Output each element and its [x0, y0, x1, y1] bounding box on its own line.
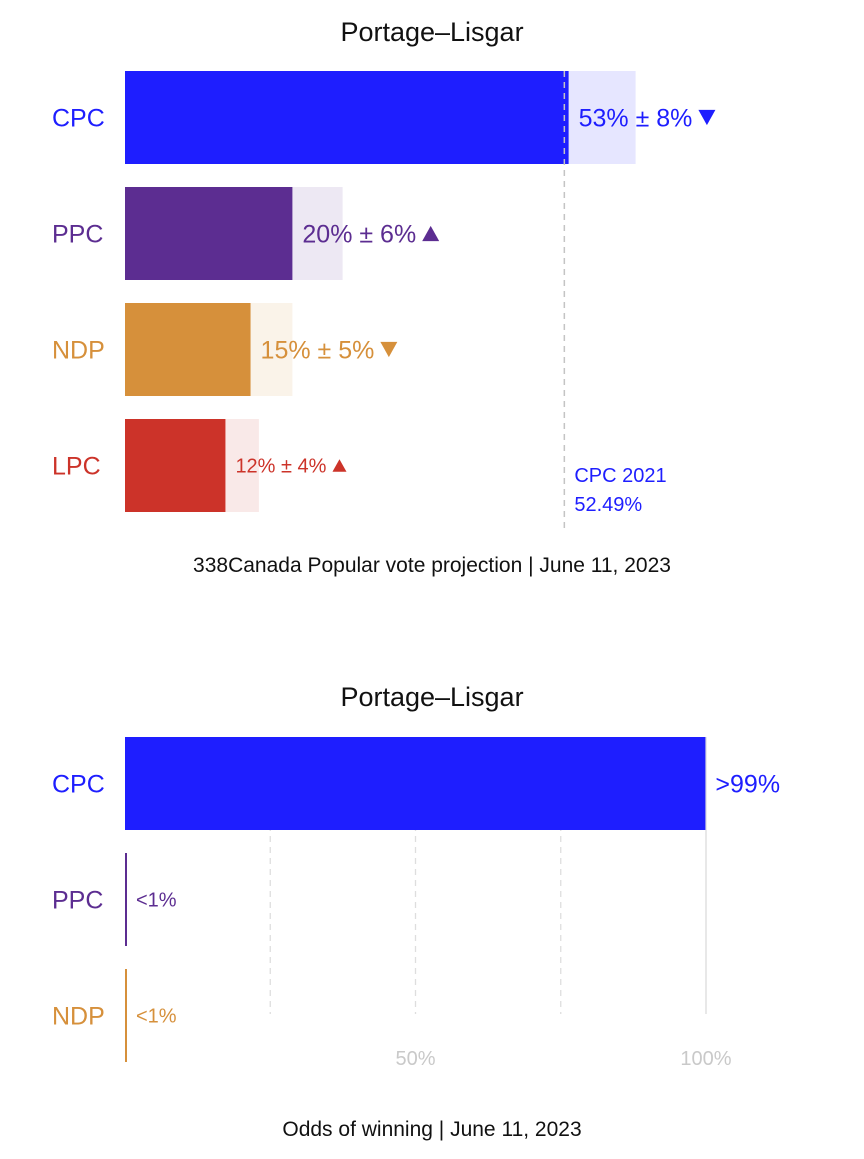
- value-label: <1%: [136, 890, 177, 912]
- reference-label: CPC 2021: [574, 465, 666, 487]
- value-label: 12% ± 4%: [235, 456, 326, 478]
- trend-up-icon: [422, 225, 440, 242]
- bar: [125, 969, 127, 1062]
- odds-svg: Portage–Lisgar 50% 100% CPC >99% PPC <1% NDP <1…: [52, 682, 780, 1141]
- trend-down-icon: [698, 109, 716, 126]
- bar: [125, 187, 293, 280]
- trend-up-icon: [332, 459, 347, 472]
- trend-down-icon: [380, 341, 398, 358]
- bar: [125, 71, 569, 164]
- party-label: LPC: [52, 453, 101, 481]
- chart-footer: Odds of winning | June 11, 2023: [282, 1118, 581, 1141]
- chart-footer: 338Canada Popular vote projection | June…: [193, 554, 671, 577]
- chart-title: Portage–Lisgar: [340, 17, 523, 47]
- reference-value: 52.49%: [574, 494, 642, 516]
- bar: [125, 853, 127, 946]
- party-label: PPC: [52, 221, 103, 249]
- party-label: PPC: [52, 887, 103, 915]
- popular-vote-svg: Portage–Lisgar CPC 53% ± 8% PPC 20% ± 6% NDP…: [52, 17, 716, 577]
- bar: [125, 303, 251, 396]
- tick-label: 50%: [395, 1048, 435, 1070]
- party-label: CPC: [52, 771, 105, 799]
- bar: [125, 737, 706, 830]
- bar: [125, 419, 226, 512]
- chart-title: Portage–Lisgar: [340, 682, 523, 712]
- value-label: 20% ± 6%: [302, 221, 416, 249]
- value-label: <1%: [136, 1006, 177, 1028]
- party-label: NDP: [52, 1003, 105, 1031]
- party-label: NDP: [52, 337, 105, 365]
- odds-plot: 50% 100% CPC >99% PPC <1% NDP <1%: [52, 737, 780, 1070]
- popular-vote-chart: Portage–Lisgar CPC 53% ± 8% PPC 20% ± 6% NDP…: [52, 17, 716, 577]
- tick-label: 100%: [680, 1048, 731, 1070]
- odds-chart: Portage–Lisgar 50% 100% CPC >99% PPC <1% NDP <1…: [0, 670, 864, 1159]
- value-label: >99%: [715, 771, 780, 799]
- party-label: CPC: [52, 105, 105, 133]
- popular-vote-plot: CPC 53% ± 8% PPC 20% ± 6% NDP 15% ± 5% LPC 12% …: [52, 71, 716, 528]
- value-label: 15% ± 5%: [261, 337, 375, 365]
- value-label: 53% ± 8%: [579, 105, 693, 133]
